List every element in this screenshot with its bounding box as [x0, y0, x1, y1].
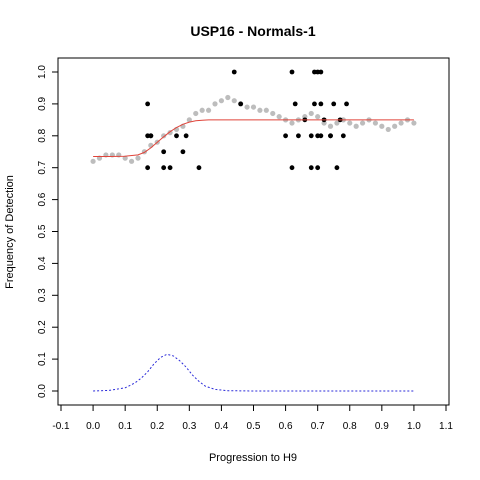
data-point [308, 133, 314, 139]
smoothed-point [148, 142, 154, 148]
y-tick-label: 0.4 [37, 256, 48, 270]
data-point [315, 165, 321, 171]
data-point [318, 133, 324, 139]
x-tick-label: 1.0 [407, 421, 421, 432]
smoothed-point [199, 107, 205, 113]
y-axis-label: Frequency of Detection [4, 175, 16, 289]
x-tick-label: 1.1 [439, 421, 453, 432]
smoothed-point [135, 155, 141, 161]
data-point [312, 101, 317, 107]
smoothed-point [398, 120, 404, 126]
fitted-curve [93, 119, 414, 157]
data-point [145, 165, 151, 171]
smoothed-point [392, 123, 398, 129]
x-axis-label: Progression to H9 [209, 452, 297, 464]
data-point [328, 133, 333, 139]
data-point [308, 165, 314, 171]
data-point [196, 165, 202, 171]
observed-series [145, 69, 349, 171]
smoothed-point [276, 114, 282, 120]
x-tick-label: 0.8 [343, 421, 357, 432]
data-point [238, 101, 244, 107]
data-point [180, 149, 186, 155]
data-point [296, 133, 301, 139]
y-tick-label: 0.0 [37, 384, 48, 398]
x-tick-label: 0.1 [118, 421, 132, 432]
x-tick-label: 0.3 [182, 421, 196, 432]
y-tick-label: 0.8 [37, 128, 48, 142]
smoothed-point [225, 94, 231, 101]
smoothed-point [161, 133, 167, 139]
y-tick-label: 1.0 [37, 65, 48, 79]
x-axis: -0.1 0.0 0.1 0.2 0.3 0.4 0.5 0.6 0.7 0.8 0.9 1.0 1.1 [52, 405, 453, 432]
data-point [167, 165, 173, 171]
y-tick-label: 0.9 [37, 97, 48, 111]
smoothed-point [212, 101, 218, 107]
data-point [340, 133, 346, 139]
smoothed-point [186, 117, 192, 123]
x-tick-label: 0.7 [311, 421, 325, 432]
y-tick-label: 0.5 [37, 224, 48, 238]
data-point [145, 101, 151, 107]
y-tick-label: 0.6 [37, 192, 48, 206]
smoothed-point [257, 107, 263, 113]
smoothed-point [231, 98, 237, 104]
smoothed-point [90, 158, 96, 164]
data-point [292, 101, 298, 107]
smoothed-point [263, 107, 269, 113]
smoothed-point [308, 110, 314, 117]
x-tick-label: 0.2 [150, 421, 164, 432]
smoothed-point [385, 126, 391, 133]
chart-title: USP16 - Normals-1 [190, 23, 315, 39]
smoothed-point [315, 114, 321, 120]
data-point [334, 165, 340, 171]
data-point [318, 101, 324, 107]
smoothed-point [372, 120, 379, 126]
data-point [331, 101, 337, 107]
smoothed-point [128, 158, 135, 164]
x-tick-label: 0.5 [247, 421, 261, 432]
y-tick-label: 0.3 [37, 288, 48, 302]
data-point [289, 69, 295, 75]
smoothed-point [270, 110, 276, 117]
series-layer [90, 69, 417, 392]
data-point [318, 69, 324, 75]
smoothed-point [289, 120, 295, 126]
data-point [183, 133, 189, 139]
x-tick-label: 0.0 [86, 421, 100, 432]
x-tick-label: 0.4 [214, 421, 228, 432]
smoothed-point [244, 104, 250, 110]
x-tick-label: -0.1 [52, 421, 70, 432]
x-tick-label: 0.6 [279, 421, 293, 432]
smoothed-point [379, 123, 385, 129]
smoothed-point [411, 120, 417, 126]
smoothed-point [353, 123, 359, 129]
smoothed-point [347, 120, 353, 126]
x-tick-label: 0.9 [375, 421, 389, 432]
smoothed-point [250, 104, 257, 110]
data-point [344, 101, 349, 107]
data-point [161, 149, 167, 155]
smoothed-point [327, 123, 334, 129]
data-point [289, 165, 295, 171]
data-point [283, 133, 288, 139]
y-tick-label: 0.7 [37, 160, 48, 174]
data-point [148, 133, 154, 139]
smoothed-point [122, 155, 128, 161]
y-axis: 0.0 0.1 0.2 0.3 0.4 0.5 0.6 0.7 0.8 0.9 1.0 [37, 65, 58, 398]
y-tick-label: 0.2 [37, 320, 48, 334]
smoothed-point [218, 98, 225, 104]
smoothed-point [334, 120, 340, 126]
smoothed-point [359, 120, 366, 126]
smoothed-point [193, 110, 199, 117]
data-point [174, 133, 179, 139]
data-point [161, 165, 167, 171]
density-curve [93, 353, 414, 392]
y-tick-label: 0.1 [37, 352, 48, 366]
data-point [231, 69, 237, 75]
smoothed-point [205, 107, 212, 113]
